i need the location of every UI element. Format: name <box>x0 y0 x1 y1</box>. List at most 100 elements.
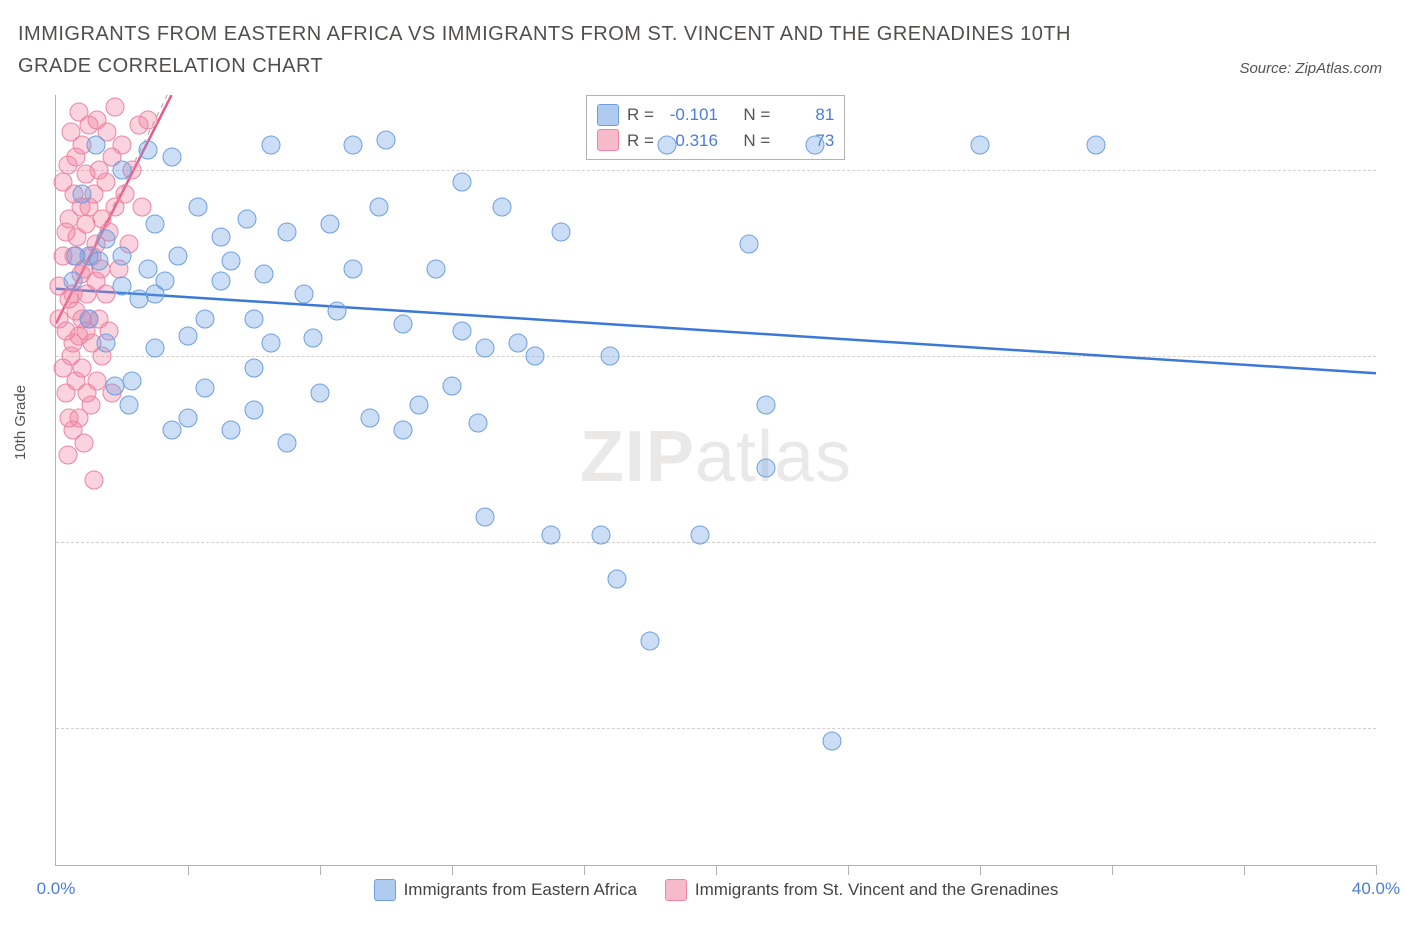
gridline <box>56 542 1376 543</box>
data-point <box>410 396 429 415</box>
data-point <box>278 433 297 452</box>
data-point <box>162 148 181 167</box>
y-tick-label: 92.5% <box>1378 346 1406 366</box>
legend-swatch <box>597 129 619 151</box>
data-point <box>608 570 627 589</box>
data-point <box>756 458 775 477</box>
data-point <box>245 401 264 420</box>
data-point <box>542 525 561 544</box>
legend-label: Immigrants from St. Vincent and the Gren… <box>695 880 1058 900</box>
x-tick <box>1376 865 1377 875</box>
data-point <box>75 433 94 452</box>
data-point <box>492 197 511 216</box>
data-point <box>740 235 759 254</box>
data-point <box>245 359 264 378</box>
data-point <box>320 215 339 234</box>
data-point <box>106 98 125 117</box>
stat-label: R = <box>627 102 654 128</box>
stat-label: R = <box>627 128 654 154</box>
data-point <box>690 525 709 544</box>
series-legend-item: Immigrants from St. Vincent and the Gren… <box>665 879 1058 901</box>
scatter-plot-area: ZIPatlas R =-0.101 N =81R =0.316 N =73 I… <box>55 95 1376 866</box>
data-point <box>146 215 165 234</box>
data-point <box>452 321 471 340</box>
data-point <box>195 379 214 398</box>
data-point <box>139 140 158 159</box>
series-legend-item: Immigrants from Eastern Africa <box>374 879 637 901</box>
gridline <box>56 170 1376 171</box>
data-point <box>96 334 115 353</box>
trendlines <box>56 95 1376 865</box>
x-tick <box>716 865 717 875</box>
data-point <box>294 284 313 303</box>
data-point <box>179 408 198 427</box>
data-point <box>476 508 495 527</box>
data-point <box>162 421 181 440</box>
data-point <box>63 272 82 291</box>
legend-swatch <box>597 104 619 126</box>
data-point <box>96 230 115 249</box>
legend-swatch <box>374 879 396 901</box>
data-point <box>139 259 158 278</box>
data-point <box>132 197 151 216</box>
data-point <box>344 135 363 154</box>
data-point <box>80 309 99 328</box>
x-tick <box>1112 865 1113 875</box>
data-point <box>169 247 188 266</box>
chart-title: IMMIGRANTS FROM EASTERN AFRICA VS IMMIGR… <box>18 18 1118 82</box>
x-tick <box>452 865 453 875</box>
data-point <box>96 172 115 191</box>
data-point <box>179 326 198 345</box>
data-point <box>525 346 544 365</box>
data-point <box>113 160 132 179</box>
data-point <box>58 446 77 465</box>
gridline <box>56 356 1376 357</box>
x-tick-label: 0.0% <box>37 879 76 899</box>
series-legend: Immigrants from Eastern Africa Immigrants… <box>56 879 1376 901</box>
data-point <box>1086 135 1105 154</box>
data-point <box>393 421 412 440</box>
data-point <box>377 130 396 149</box>
data-point <box>360 408 379 427</box>
data-point <box>212 227 231 246</box>
data-point <box>327 302 346 321</box>
source-attribution: Source: ZipAtlas.com <box>1239 60 1382 77</box>
data-point <box>146 339 165 358</box>
data-point <box>370 197 389 216</box>
data-point <box>113 135 132 154</box>
x-tick <box>188 865 189 875</box>
data-point <box>311 384 330 403</box>
data-point <box>591 525 610 544</box>
data-point <box>601 346 620 365</box>
data-point <box>84 471 103 490</box>
data-point <box>509 334 528 353</box>
data-point <box>756 396 775 415</box>
data-point <box>81 396 100 415</box>
y-tick-label: 77.5% <box>1378 718 1406 738</box>
data-point <box>122 371 141 390</box>
data-point <box>344 259 363 278</box>
data-point <box>86 135 105 154</box>
data-point <box>113 277 132 296</box>
data-point <box>195 309 214 328</box>
stat-label: N = <box>743 102 770 128</box>
legend-label: Immigrants from Eastern Africa <box>404 880 637 900</box>
data-point <box>476 339 495 358</box>
gridline <box>56 728 1376 729</box>
data-point <box>304 329 323 348</box>
y-tick-label: 85.0% <box>1378 532 1406 552</box>
data-point <box>261 334 280 353</box>
data-point <box>393 314 412 333</box>
stats-legend-row: R =-0.101 N =81 <box>597 102 834 128</box>
data-point <box>806 135 825 154</box>
legend-swatch <box>665 879 687 901</box>
data-point <box>443 376 462 395</box>
data-point <box>89 252 108 271</box>
x-tick <box>980 865 981 875</box>
x-tick <box>584 865 585 875</box>
data-point <box>657 135 676 154</box>
data-point <box>73 185 92 204</box>
data-point <box>212 272 231 291</box>
watermark: ZIPatlas <box>580 416 852 498</box>
data-point <box>822 731 841 750</box>
